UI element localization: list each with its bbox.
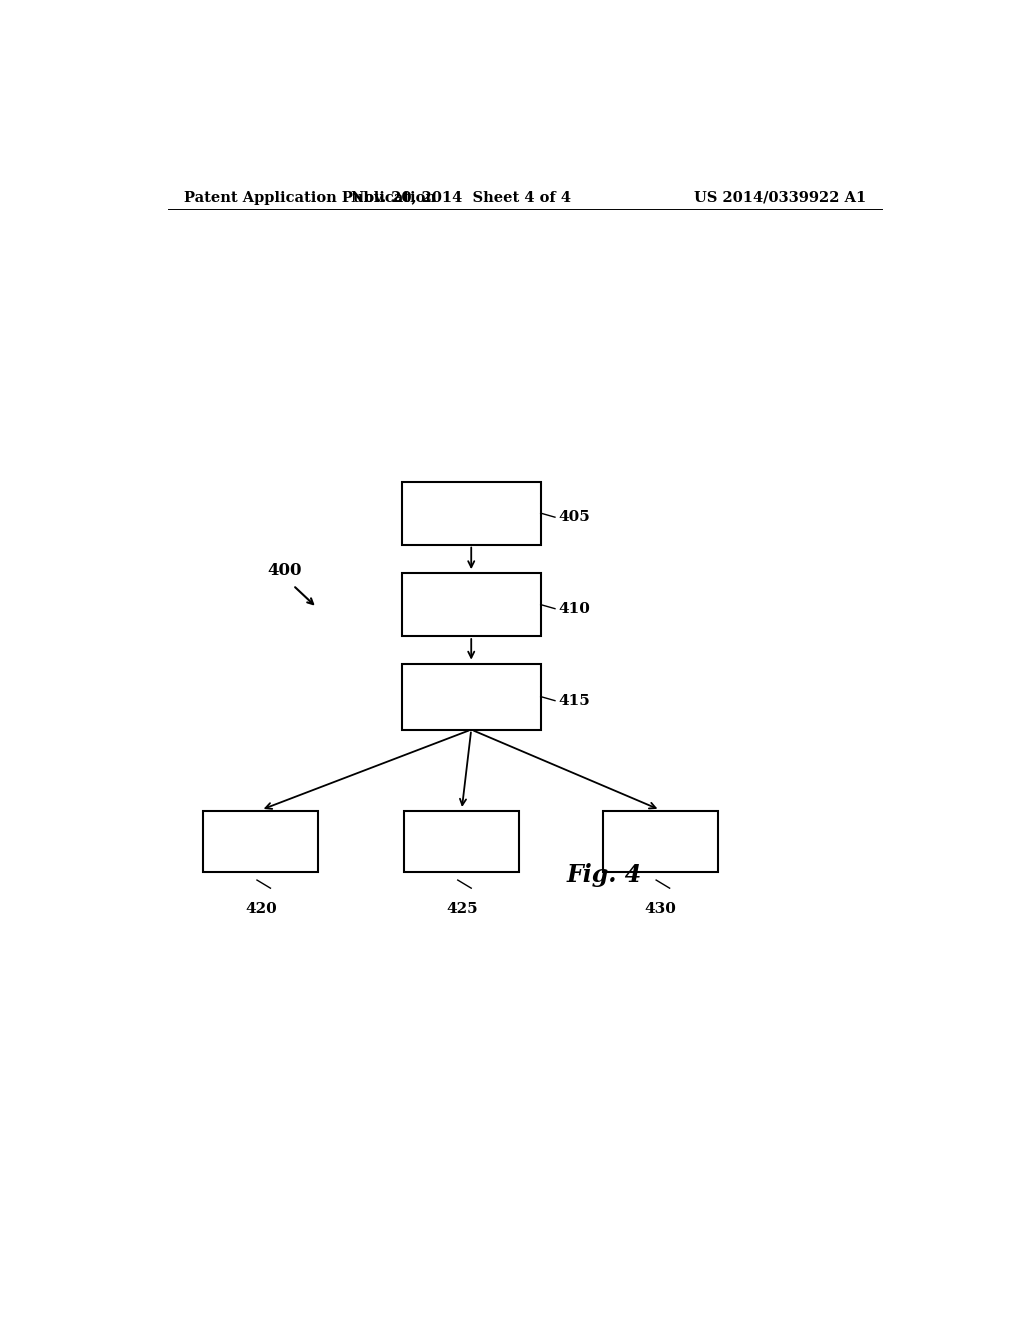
Text: Fig. 4: Fig. 4: [566, 863, 642, 887]
Bar: [404, 810, 519, 873]
Bar: [401, 573, 541, 636]
Text: 420: 420: [245, 903, 276, 916]
Text: 430: 430: [644, 903, 676, 916]
Text: US 2014/0339922 A1: US 2014/0339922 A1: [694, 190, 866, 205]
Bar: [401, 482, 541, 545]
Bar: [401, 664, 541, 730]
Text: 400: 400: [267, 561, 301, 578]
Text: Nov. 20, 2014  Sheet 4 of 4: Nov. 20, 2014 Sheet 4 of 4: [351, 190, 571, 205]
Text: Patent Application Publication: Patent Application Publication: [183, 190, 435, 205]
Bar: [602, 810, 718, 873]
Text: 425: 425: [445, 903, 477, 916]
Text: 415: 415: [558, 693, 590, 708]
Text: 405: 405: [558, 511, 590, 524]
Text: 410: 410: [558, 602, 590, 615]
Bar: [204, 810, 318, 873]
